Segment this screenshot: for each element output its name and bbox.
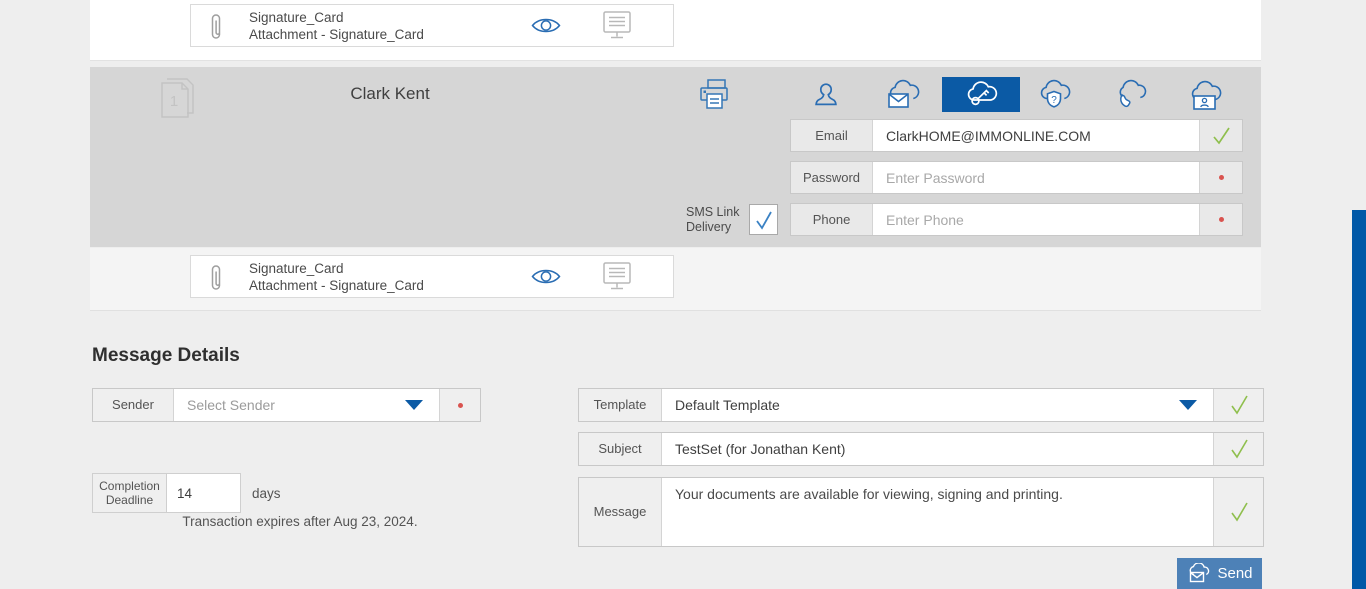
message-textarea-cell: Your documents are available for viewing… [661, 478, 1214, 546]
sender-status-cell [440, 389, 480, 421]
attachment-title: Signature_Card [249, 10, 344, 25]
completion-deadline-cell [166, 473, 241, 513]
expiration-note: Transaction expires after Aug 23, 2024. [182, 514, 418, 529]
required-dot-icon [1218, 175, 1224, 180]
chevron-down-icon [405, 400, 423, 410]
message-row: Message Your documents are available for… [578, 477, 1264, 547]
svg-text:1: 1 [170, 93, 178, 110]
sender-select[interactable]: Select Sender [173, 389, 440, 421]
paperclip-icon [207, 10, 225, 44]
display-monitor-icon[interactable] [601, 10, 633, 41]
vertical-scrollbar-thumb[interactable] [1352, 210, 1366, 589]
sender-row: Sender Select Sender [92, 388, 481, 422]
message-textarea[interactable]: Your documents are available for viewing… [662, 478, 1213, 546]
svg-text:?: ? [1051, 95, 1057, 106]
template-select[interactable]: Default Template [661, 389, 1214, 421]
email-label: Email [815, 127, 848, 143]
print-icon[interactable] [696, 77, 732, 113]
send-button-label: Send [1217, 565, 1253, 582]
attachment-title: Signature_Card [249, 261, 344, 276]
valid-check-icon [1227, 393, 1251, 417]
chevron-down-icon [1179, 400, 1197, 410]
attachment-subtitle: Attachment - Signature_Card [249, 278, 424, 293]
subject-label: Subject [598, 441, 642, 456]
message-details-heading: Message Details [92, 345, 240, 366]
sms-link-delivery-checkbox[interactable] [749, 204, 778, 235]
phone-label: Phone [812, 211, 851, 227]
message-status-cell [1214, 478, 1263, 546]
display-monitor-icon[interactable] [601, 261, 633, 292]
email-field-row: Email [790, 119, 1243, 152]
cloud-id-card-icon[interactable] [1187, 78, 1223, 114]
subject-input-cell [661, 433, 1214, 465]
recipient-section: 1 Clark Kent [90, 67, 1261, 247]
attachment-card: Signature_Card Attachment - Signature_Ca… [190, 255, 674, 298]
valid-check-icon [1227, 500, 1251, 524]
document-count-icon: 1 [154, 73, 198, 123]
attachment-text: Signature_Card Attachment - Signature_Ca… [249, 9, 424, 43]
password-input-cell [872, 162, 1200, 193]
preview-eye-icon[interactable] [531, 16, 561, 35]
message-label: Message [593, 504, 647, 519]
cloud-phone-icon[interactable] [1112, 77, 1148, 113]
email-status-cell [1200, 120, 1242, 151]
template-row: Template Default Template [578, 388, 1264, 422]
phone-input-cell [872, 204, 1200, 235]
password-label: Password [802, 169, 861, 185]
phone-status-cell [1200, 204, 1242, 235]
completion-deadline-input[interactable] [167, 474, 240, 512]
required-dot-icon [457, 402, 463, 408]
person-icon[interactable] [808, 78, 844, 114]
cloud-send-icon [1186, 563, 1210, 584]
attachment-card: Signature_Card Attachment - Signature_Ca… [190, 4, 674, 47]
subject-input[interactable] [662, 441, 1213, 457]
completion-deadline-label: Completion Deadline [92, 473, 167, 513]
required-dot-icon [1218, 217, 1224, 222]
send-button[interactable]: Send [1177, 558, 1262, 589]
password-field-row: Password [790, 161, 1243, 194]
email-input[interactable] [873, 127, 1199, 144]
attachment-band-top: Signature_Card Attachment - Signature_Ca… [90, 0, 1261, 61]
checkbox-check-icon [754, 209, 774, 231]
phone-field-row: Phone [790, 203, 1243, 236]
recipient-name: Clark Kent [350, 84, 430, 103]
attachment-text: Signature_Card Attachment - Signature_Ca… [249, 260, 424, 294]
subject-status-cell [1214, 433, 1263, 465]
sender-select-value: Select Sender [187, 397, 275, 413]
cloud-mail-icon[interactable] [885, 77, 921, 113]
password-status-cell [1200, 162, 1242, 193]
deadline-unit-label: days [252, 486, 281, 501]
sender-label: Sender [112, 397, 154, 412]
attachment-band-bottom: Signature_Card Attachment - Signature_Ca… [90, 248, 1261, 311]
password-input[interactable] [873, 169, 1199, 186]
valid-check-icon [1227, 437, 1251, 461]
template-label: Template [593, 397, 647, 412]
phone-input[interactable] [873, 211, 1199, 228]
cloud-key-icon-selected[interactable] [942, 77, 1020, 112]
email-input-cell [872, 120, 1200, 151]
paperclip-icon [207, 261, 225, 295]
template-status-cell [1214, 389, 1263, 421]
valid-check-icon [1210, 125, 1232, 147]
sms-link-delivery-label: SMS Link Delivery [686, 205, 740, 234]
subject-row: Subject [578, 432, 1264, 466]
template-select-value: Default Template [675, 397, 780, 413]
preview-eye-icon[interactable] [531, 267, 561, 286]
cloud-shield-question-icon[interactable]: ? [1036, 77, 1072, 113]
attachment-subtitle: Attachment - Signature_Card [249, 27, 424, 42]
